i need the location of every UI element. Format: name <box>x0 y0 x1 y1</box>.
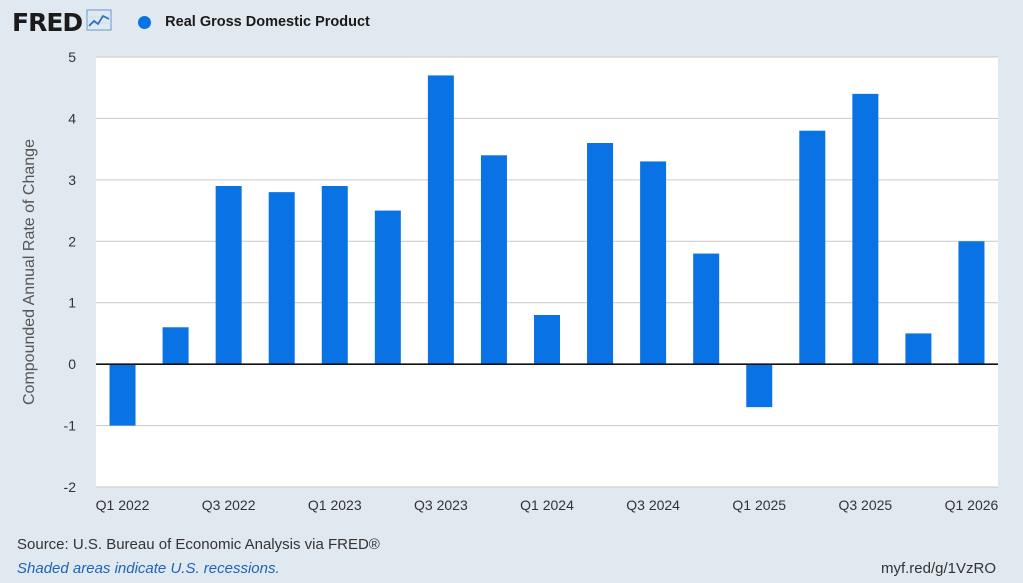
bar <box>321 186 348 365</box>
y-tick-label: 2 <box>68 233 76 249</box>
bar <box>958 241 985 365</box>
bar <box>215 186 242 365</box>
recession-note: Shaded areas indicate U.S. recessions. <box>17 560 280 577</box>
x-tick-label: Q1 2024 <box>520 497 574 513</box>
bar <box>799 130 826 365</box>
legend[interactable]: Real Gross Domestic Product <box>138 14 370 30</box>
bar <box>109 364 136 426</box>
bar <box>905 333 932 365</box>
chart-header: FRED Real Gross Domestic Product <box>12 6 370 38</box>
plot-area <box>96 57 998 487</box>
y-tick-label: 3 <box>68 172 76 188</box>
legend-label: Real Gross Domestic Product <box>165 14 370 30</box>
y-tick-label: 0 <box>68 356 76 372</box>
x-tick-label: Q3 2025 <box>838 497 892 513</box>
x-tick-label: Q1 2022 <box>96 497 150 513</box>
bar <box>480 155 507 365</box>
y-tick-label: -1 <box>64 418 77 434</box>
bar <box>587 143 614 365</box>
x-tick-label: Q3 2024 <box>626 497 680 513</box>
y-tick-label: -2 <box>64 479 77 495</box>
bar <box>693 253 720 365</box>
x-tick-label: Q3 2023 <box>414 497 468 513</box>
x-tick-label: Q1 2026 <box>945 497 999 513</box>
y-tick-label: 5 <box>68 49 76 65</box>
bar <box>746 364 773 408</box>
trend-line-icon <box>86 8 112 36</box>
x-tick-label: Q3 2022 <box>202 497 256 513</box>
bar <box>640 161 667 365</box>
bar <box>268 192 295 365</box>
x-tick-label: Q1 2023 <box>308 497 362 513</box>
bar <box>162 327 189 365</box>
bar <box>374 210 401 365</box>
fred-logo[interactable]: FRED <box>12 7 83 37</box>
y-tick-label: 1 <box>68 295 76 311</box>
bar-chart: -2 -1 0 1 2 3 4 5 Q1 2022 Q3 2022 Q1 2023 Q3 2023 Q1… <box>64 49 999 513</box>
x-tick-label: Q1 2025 <box>732 497 786 513</box>
y-tick-label: 4 <box>68 110 76 126</box>
bar <box>534 315 560 365</box>
short-url[interactable]: myf.red/g/1VzRO <box>880 560 996 577</box>
source-note: Source: U.S. Bureau of Economic Analysis… <box>17 536 380 553</box>
bar <box>427 75 454 365</box>
bar <box>852 93 879 365</box>
legend-swatch <box>138 15 152 29</box>
